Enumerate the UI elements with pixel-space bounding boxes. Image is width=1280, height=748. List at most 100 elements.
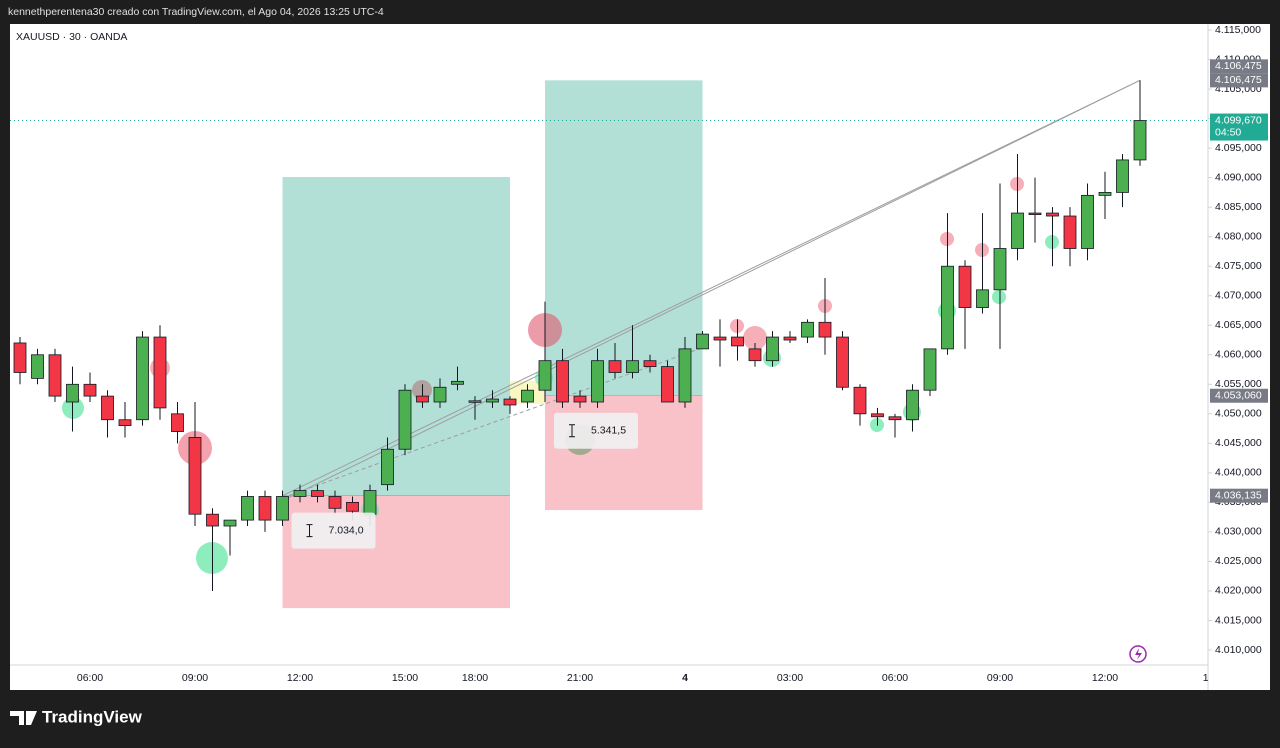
candle-body	[468, 400, 482, 403]
candle-body	[118, 419, 132, 427]
candle-body	[346, 501, 359, 512]
candle-body	[398, 389, 412, 450]
y-tick-label: 4.060,000	[1215, 349, 1262, 361]
profit-zone	[545, 80, 703, 396]
trend-line	[282, 79, 1141, 497]
y-tick-label: 4.070,000	[1215, 290, 1262, 302]
measure-icon	[306, 524, 313, 538]
last-price-box	[1210, 113, 1268, 141]
candle-body	[101, 395, 114, 421]
candle-body	[258, 496, 272, 521]
candle-body	[311, 490, 324, 497]
x-tick-label: 15:	[1203, 672, 1218, 684]
y-tick-label: 4.110,000	[1215, 53, 1261, 65]
candle-body	[696, 333, 709, 350]
x-tick-label: 12:00	[287, 672, 313, 684]
y-tick-label: 4.085,000	[1215, 201, 1262, 213]
candle-body	[993, 248, 1007, 291]
candle-body	[363, 490, 377, 515]
price-label: 4.106,475	[1215, 60, 1262, 72]
candle-body	[293, 490, 307, 497]
candle-body	[486, 398, 499, 403]
measure-label: 5.341,5	[591, 425, 626, 437]
candle-body	[171, 413, 184, 432]
alert-bolt	[1135, 648, 1142, 660]
x-tick-label: 12:00	[1092, 672, 1118, 684]
candle-body	[923, 348, 937, 391]
candle-body	[976, 289, 989, 308]
candle-body	[1046, 212, 1059, 217]
candle-body	[871, 413, 884, 418]
candle-body	[328, 496, 342, 509]
candle-body	[678, 348, 692, 403]
candle-body	[1133, 120, 1147, 161]
candle-body	[643, 360, 657, 367]
profit-zone	[282, 177, 510, 496]
price-label-box	[1210, 388, 1268, 403]
x-tick-label: 06:00	[882, 672, 908, 684]
y-tick-label: 4.080,000	[1215, 230, 1262, 242]
price-label: 4.106,475	[1215, 74, 1262, 86]
last-price-label: 4.099,670	[1215, 114, 1262, 126]
candle-body	[661, 366, 674, 403]
candle-body	[416, 395, 429, 403]
candle-body	[153, 336, 167, 409]
x-tick-label: 09:00	[987, 672, 1013, 684]
candle-body	[66, 383, 79, 403]
measure-box	[554, 412, 638, 449]
x-tick-label: 15:00	[392, 672, 418, 684]
candle-body	[556, 360, 569, 403]
y-tick-label: 4.010,000	[1215, 644, 1262, 656]
y-tick-label: 4.045,000	[1215, 437, 1262, 449]
candle-body	[136, 336, 149, 421]
candle-body	[1116, 159, 1129, 193]
x-tick-label: 18:00	[462, 672, 488, 684]
candle-body	[223, 519, 237, 527]
y-tick-label: 4.020,000	[1215, 585, 1262, 597]
candle-body	[713, 336, 727, 341]
drawings	[10, 79, 1208, 609]
y-tick-label: 4.025,000	[1215, 555, 1262, 567]
candle-body	[451, 380, 464, 385]
candle-body	[783, 336, 797, 341]
measure-icon	[569, 424, 575, 438]
y-tick-label: 4.090,000	[1215, 171, 1262, 183]
x-tick-label: 03:00	[777, 672, 803, 684]
candle-body	[31, 354, 44, 379]
candle-body	[1063, 215, 1077, 249]
y-tick-label: 4.095,000	[1215, 142, 1262, 154]
candle-body	[1081, 194, 1094, 249]
x-tick-label: 4	[682, 672, 688, 684]
candle-body	[1028, 212, 1042, 215]
candle-body	[573, 395, 587, 403]
candle-body	[206, 513, 219, 527]
loss-zone	[282, 495, 510, 609]
symbol-title: XAUUSD · 30 · OANDA	[16, 31, 127, 43]
overlay: 7.034,0 5.341,5	[291, 412, 638, 549]
candle-body	[188, 437, 202, 515]
candle-body	[906, 389, 919, 421]
y-tick-label: 4.055,000	[1215, 378, 1262, 390]
y-tick-label: 4.050,000	[1215, 408, 1262, 420]
candle-body	[818, 321, 832, 338]
candle-body	[1098, 191, 1112, 196]
candle-body	[503, 398, 517, 406]
measure-box	[291, 512, 376, 549]
trend-line	[282, 79, 1141, 502]
candle-body	[83, 383, 97, 397]
candle-body	[241, 496, 254, 521]
bubble	[992, 290, 1006, 304]
x-tick-label: 09:00	[182, 672, 208, 684]
candle-body	[958, 265, 972, 308]
x-tick-label: 06:00	[77, 672, 103, 684]
price-label: 4.053,060	[1215, 390, 1262, 402]
brand-logo	[10, 711, 37, 725]
measure-label: 7.034,0	[329, 524, 364, 536]
candle-body	[13, 342, 27, 373]
alert-icon[interactable]	[1129, 645, 1147, 663]
candle-body	[941, 265, 954, 350]
candle-body	[1011, 212, 1024, 249]
candle-body	[381, 448, 394, 486]
candle-body	[836, 336, 849, 388]
